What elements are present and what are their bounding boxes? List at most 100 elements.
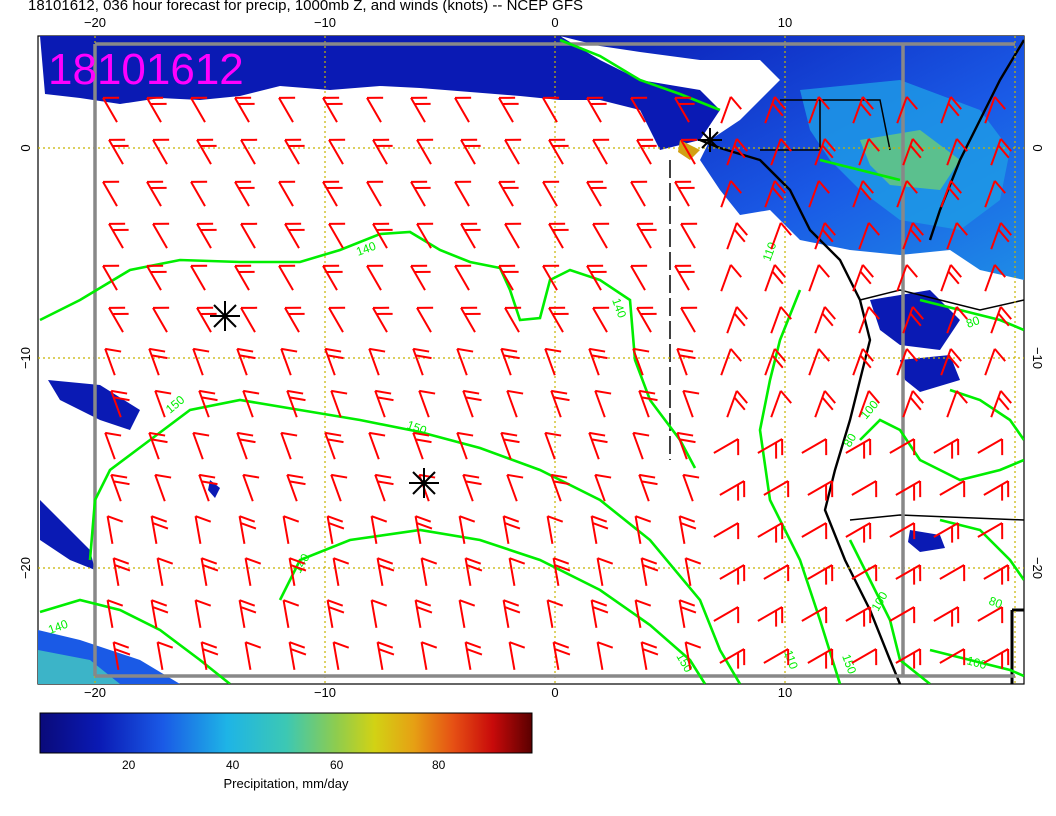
wind-barb	[726, 306, 748, 334]
contour-label: 110	[781, 648, 801, 671]
wind-barb	[332, 641, 350, 670]
wind-barb	[588, 347, 608, 376]
wind-barb	[370, 599, 388, 628]
wind-barb	[376, 557, 395, 586]
wind-barb	[198, 473, 218, 502]
wind-barb	[242, 473, 260, 502]
wind-barb	[456, 431, 474, 460]
wind-barb	[454, 96, 472, 123]
wind-barb	[713, 438, 740, 456]
wind-barb	[410, 264, 431, 291]
wind-barb	[106, 599, 124, 628]
wind-barb	[198, 389, 218, 418]
wind-barb	[814, 390, 836, 418]
wind-barb	[148, 431, 168, 460]
date-overlay: 18101612	[48, 45, 244, 94]
wind-barb	[420, 641, 438, 670]
wind-barb	[150, 599, 169, 628]
wind-barb	[284, 138, 305, 165]
wind-barb	[858, 306, 880, 334]
wind-barb	[896, 96, 918, 124]
wind-barb	[676, 347, 696, 376]
wind-barb	[720, 96, 742, 124]
wind-barb	[108, 138, 129, 165]
wind-barb	[632, 347, 650, 376]
wind-barb	[376, 641, 395, 670]
wind-barb	[808, 264, 830, 292]
wind-barb	[726, 222, 748, 250]
wind-barb	[757, 438, 784, 459]
wind-barb	[414, 515, 433, 544]
wind-barb	[236, 431, 256, 460]
wind-barb	[456, 347, 474, 376]
wind-barb	[104, 347, 122, 376]
contour-label: 110	[760, 240, 780, 263]
pressure-markers	[210, 128, 722, 498]
wind-barb	[288, 641, 307, 670]
wind-barb	[244, 641, 262, 670]
wind-barb	[801, 606, 828, 624]
wind-barb	[152, 306, 170, 333]
inner-domain-box	[93, 42, 1015, 678]
wind-barb	[108, 222, 129, 249]
wind-barb	[548, 306, 569, 333]
wind-barb	[416, 138, 434, 165]
wind-barb	[858, 138, 880, 166]
wind-barb	[458, 515, 476, 544]
wind-barb	[286, 473, 306, 502]
wind-barb	[636, 306, 657, 333]
wind-barb	[152, 138, 170, 165]
wind-barb	[102, 96, 120, 123]
wind-barb	[720, 348, 742, 376]
wind-barb	[462, 389, 482, 418]
wind-barb	[984, 96, 1006, 124]
wind-barb	[498, 96, 519, 123]
wind-barb	[713, 522, 740, 540]
wind-barb	[196, 222, 217, 249]
wind-barb	[933, 606, 960, 627]
wind-barb	[895, 480, 922, 501]
wind-barb	[412, 347, 432, 376]
wind-barb	[845, 522, 872, 543]
wind-barb	[807, 564, 834, 585]
wind-barb	[372, 306, 393, 333]
wind-barb	[146, 264, 167, 291]
wind-barb	[278, 180, 296, 207]
wind-barb	[374, 473, 394, 502]
height-contours	[39, 38, 1024, 684]
wind-barb	[280, 431, 298, 460]
colorbar-tick: 40	[226, 758, 240, 772]
x-top-tick: −10	[314, 15, 336, 30]
wind-barb	[630, 180, 648, 207]
wind-barb	[146, 96, 167, 123]
wind-barb	[508, 641, 526, 670]
wind-barb	[324, 347, 344, 376]
wind-barb	[757, 522, 784, 543]
wind-barb	[807, 648, 834, 669]
wind-barb	[368, 347, 386, 376]
wind-barb	[462, 473, 482, 502]
wind-barb	[674, 96, 695, 123]
wind-barb	[763, 564, 790, 582]
wind-barb	[640, 641, 659, 670]
wind-barb	[586, 264, 607, 291]
wind-barb	[508, 557, 526, 586]
wind-barb	[770, 222, 792, 250]
wind-barb	[946, 390, 968, 418]
wind-barb	[676, 431, 696, 460]
wind-barb	[684, 641, 702, 670]
wind-barb	[374, 389, 394, 418]
wind-barb	[552, 557, 571, 586]
wind-barb	[500, 431, 520, 460]
wind-barb	[939, 564, 966, 582]
wind-barb	[234, 96, 255, 123]
wind-barb	[238, 515, 257, 544]
precip-colorbar	[39, 712, 533, 754]
wind-barb	[678, 599, 697, 628]
wind-barb	[236, 347, 256, 376]
wind-barb	[977, 438, 1004, 456]
wind-barb	[983, 564, 1010, 585]
wind-barb	[990, 222, 1012, 250]
wind-barb	[190, 264, 208, 291]
wind-barb	[192, 431, 210, 460]
